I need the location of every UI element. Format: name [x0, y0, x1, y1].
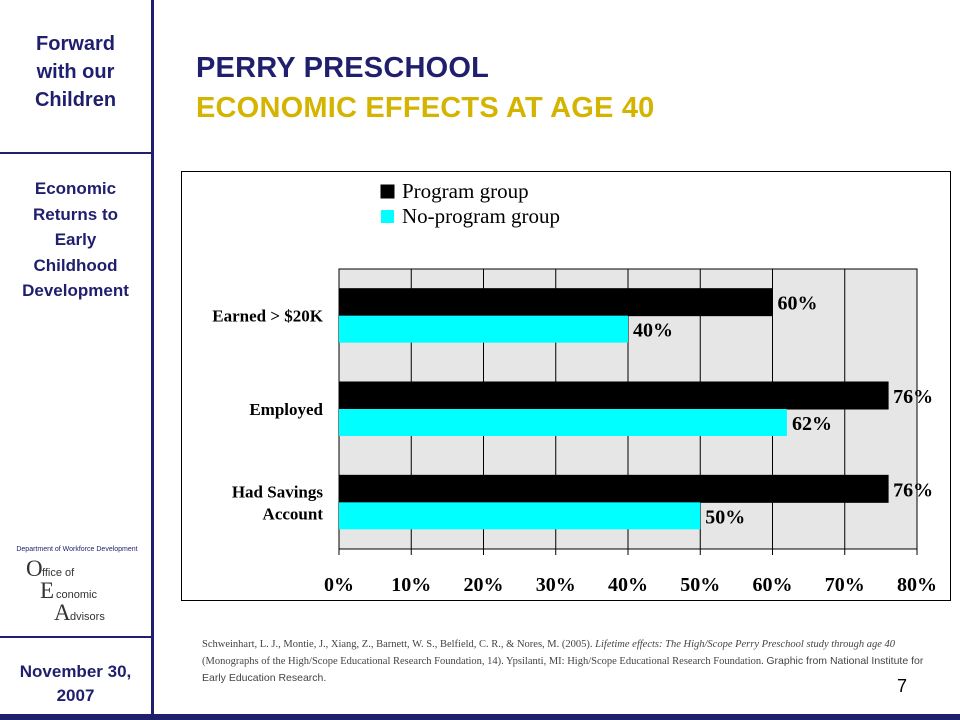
logo-word: dvisors [70, 611, 105, 623]
bar [339, 315, 628, 343]
bar [338, 474, 889, 503]
bar [339, 409, 787, 436]
x-axis: 0% 10% 20% 30% 40% 50% 60% 70% 80% [324, 548, 937, 596]
citation-publisher: (Monographs of the High/Scope Educationa… [202, 656, 767, 667]
topic-line: Returns to [33, 204, 118, 224]
sidebar-tagline: Forward with our Children [0, 30, 151, 114]
source-citation: Schweinhart, L. J., Montie, J., Xiang, Z… [202, 637, 927, 687]
legend-swatch [381, 210, 394, 223]
topic-line: Development [22, 281, 129, 300]
tagline-line: Children [34, 89, 117, 111]
citation-authors: Schweinhart, L. J., Montie, J., Xiang, Z… [202, 639, 596, 650]
x-tick-label: 40% [608, 574, 648, 596]
x-tick-label: 10% [391, 574, 431, 596]
bar-value-label: 76% [893, 386, 933, 408]
logo-letter-a: A [54, 600, 71, 625]
sidebar-separator [0, 636, 151, 638]
bar-value-label: 60% [778, 293, 818, 315]
logo-word: ffice of [42, 567, 75, 579]
category-label: Earned > $20K [212, 307, 324, 326]
bar [338, 288, 773, 317]
legend-swatch [380, 184, 395, 199]
tagline-line: with our [36, 61, 115, 83]
sidebar-topic: Economic Returns to Early Childhood Deve… [0, 176, 151, 304]
date-line: 2007 [56, 686, 95, 705]
category-label: Account [263, 504, 324, 523]
category-label: Employed [249, 400, 323, 419]
x-tick-label: 50% [680, 574, 720, 596]
graphic-credit: Graphic from National Institute for Earl… [202, 655, 924, 684]
bar-value-label: 62% [792, 413, 832, 435]
legend-label: Program group [402, 179, 529, 203]
bar [338, 381, 889, 410]
logo-department: Department of Workforce Development [16, 546, 137, 553]
citation-title: Lifetime effects: The High/Scope Perry P… [595, 639, 896, 650]
sidebar-divider [151, 0, 154, 715]
bar [339, 502, 701, 530]
x-tick-label: 0% [324, 574, 354, 596]
bar-value-label: 40% [633, 320, 673, 342]
office-of-economic-advisors-logo: Department of Workforce Development O ff… [16, 546, 137, 625]
page-number: 7 [897, 676, 908, 696]
x-tick-label: 20% [464, 574, 504, 596]
logo-word: conomic [56, 589, 97, 601]
bars [338, 288, 889, 530]
sidebar-separator [0, 152, 151, 154]
x-tick-label: 30% [536, 574, 576, 596]
topic-line: Economic [34, 179, 117, 198]
category-labels: Earned > $20K Employed Had Savings Account [212, 307, 324, 524]
bar-value-label: 76% [893, 479, 933, 501]
bar-value-label: 50% [705, 506, 745, 528]
category-label: Had Savings [232, 482, 324, 501]
bottom-rule [0, 714, 960, 720]
sidebar-date: November 30, 2007 [0, 660, 151, 708]
x-tick-label: 70% [825, 574, 865, 596]
x-tick-label: 60% [753, 574, 793, 596]
logo-letter-o: O [26, 556, 43, 581]
economic-effects-bar-chart: 60% 40% 76% 62% 76% 50% 0% 10% 20% 30% 40% 50% 60% 7… [181, 171, 951, 601]
page-title: PERRY PRESCHOOL [196, 52, 490, 84]
data-labels: 60% 40% 76% 62% 76% 50% [633, 293, 933, 529]
tagline-line: Forward [36, 33, 115, 55]
x-tick-label: 80% [897, 574, 937, 596]
topic-line: Childhood [33, 255, 118, 275]
logo-letter-e: E [40, 578, 54, 603]
page-subtitle: ECONOMIC EFFECTS AT AGE 40 [196, 92, 655, 124]
date-line: November 30, [19, 662, 132, 681]
legend-label: No-program group [402, 204, 560, 228]
topic-line: Early [54, 230, 97, 249]
